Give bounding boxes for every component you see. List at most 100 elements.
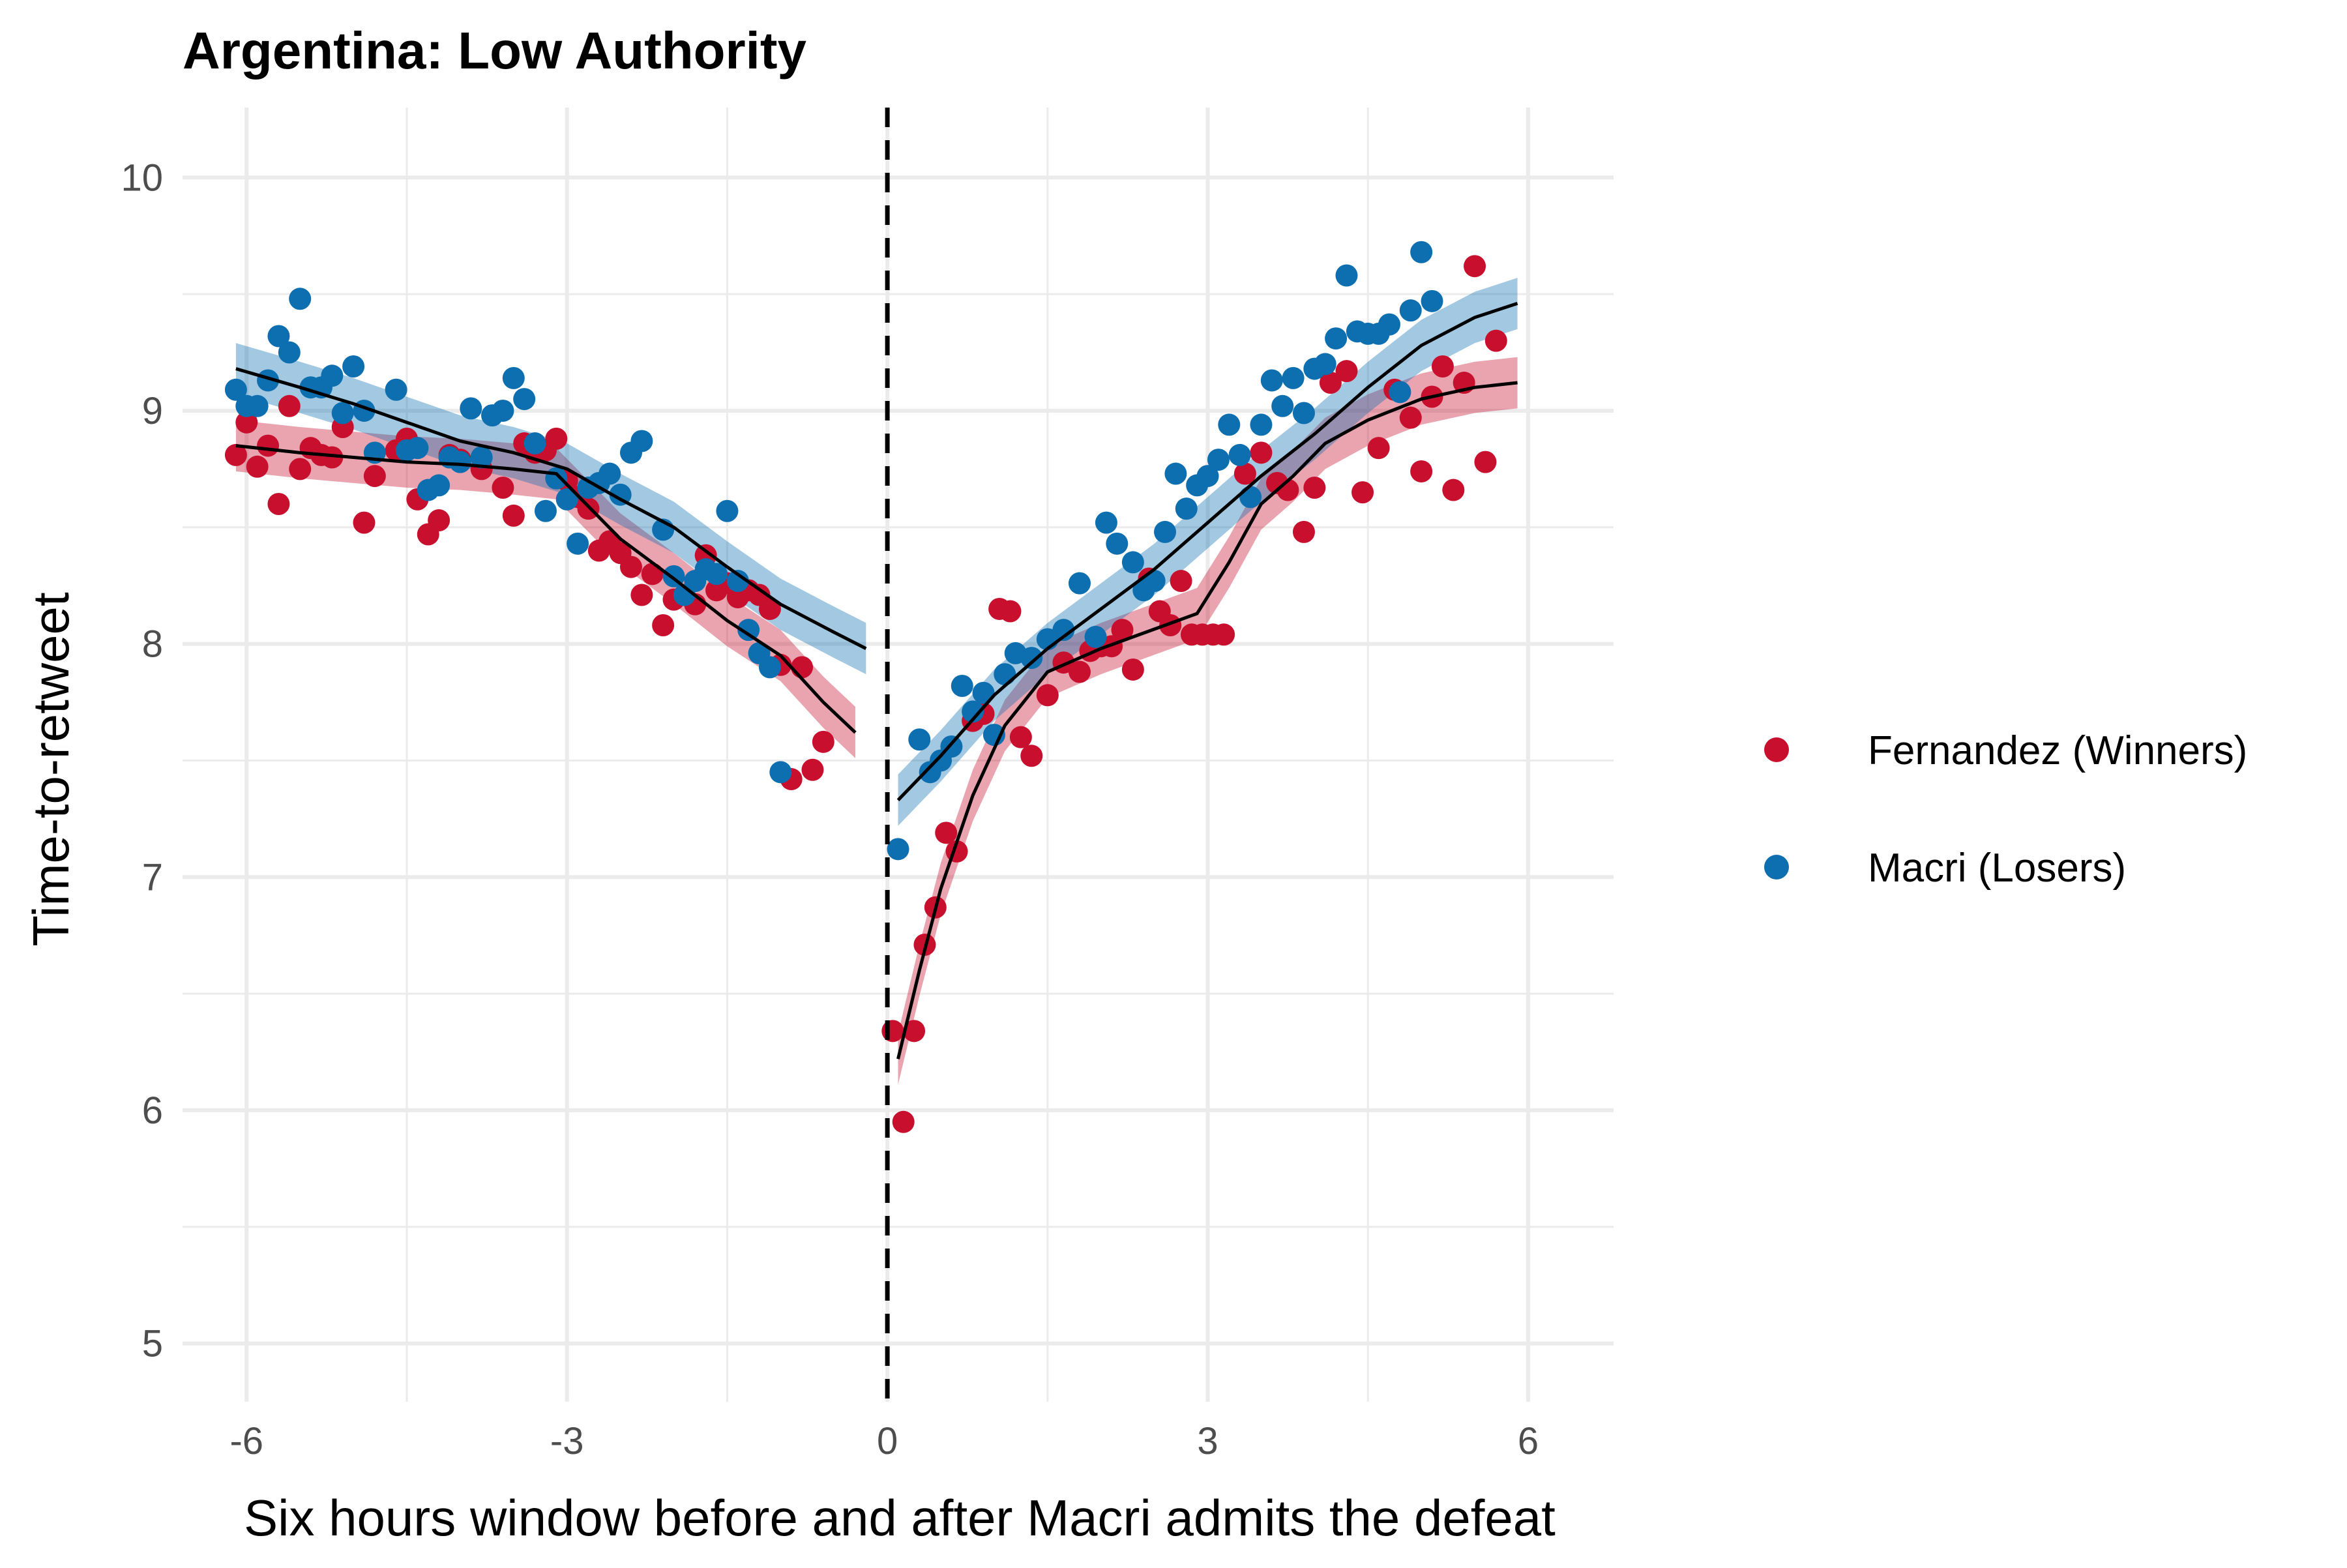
data-point — [1228, 443, 1251, 466]
data-point — [545, 427, 568, 450]
data-point — [619, 555, 642, 578]
data-point — [769, 761, 792, 784]
data-point — [1399, 299, 1422, 322]
data-point — [513, 388, 536, 411]
data-point — [342, 355, 365, 377]
y-axis-ticks: 5 6 7 8 9 10 — [121, 156, 163, 1365]
data-point — [257, 434, 280, 457]
data-point — [1196, 465, 1219, 488]
data-point — [224, 443, 247, 466]
data-point — [428, 474, 450, 497]
data-point — [1282, 366, 1305, 389]
data-point — [881, 1020, 904, 1043]
data-point — [758, 656, 781, 679]
data-point — [1175, 497, 1198, 520]
data-point — [1170, 570, 1192, 593]
data-point — [1421, 289, 1443, 312]
data-point — [321, 364, 344, 387]
x-tick-label: 3 — [1197, 1420, 1218, 1462]
data-point — [758, 597, 781, 620]
data-point — [1378, 313, 1401, 336]
confidence-band — [235, 343, 866, 675]
y-tick-label: 8 — [142, 623, 163, 666]
data-point — [908, 728, 931, 751]
data-point — [1084, 625, 1107, 648]
x-axis-title: Six hours window before and after Macri … — [244, 1489, 1556, 1546]
data-point — [1442, 479, 1465, 501]
data-point — [502, 366, 525, 389]
data-point — [470, 446, 493, 469]
data-point — [1106, 532, 1129, 555]
legend-key — [1764, 737, 1789, 762]
data-point — [1335, 360, 1358, 383]
data-point — [524, 432, 546, 455]
data-point — [1271, 394, 1294, 417]
data-point — [1292, 520, 1315, 543]
data-point — [267, 325, 290, 348]
data-point — [1464, 255, 1486, 278]
data-point — [598, 462, 621, 485]
data-point — [1474, 451, 1497, 473]
data-point — [1068, 660, 1091, 683]
data-point — [1250, 413, 1273, 436]
x-tick-label: -6 — [229, 1420, 263, 1462]
data-point — [887, 838, 909, 861]
data-point — [962, 700, 984, 723]
data-point — [1325, 327, 1348, 350]
data-point — [630, 430, 653, 452]
data-point — [1335, 264, 1358, 287]
legend-label: Macri (Losers) — [1868, 846, 2126, 891]
data-point — [1111, 619, 1134, 642]
data-point — [246, 455, 269, 478]
data-point — [1250, 441, 1273, 464]
smooth-line — [235, 367, 867, 650]
data-point — [903, 1020, 926, 1043]
smooth-lines — [235, 302, 1518, 1059]
data-point — [1207, 449, 1230, 471]
confidence-band — [898, 278, 1518, 826]
data-point — [1095, 511, 1117, 534]
data-point — [460, 397, 482, 420]
data-point — [385, 378, 407, 401]
y-tick-label: 7 — [142, 856, 163, 898]
data-point — [705, 563, 728, 585]
data-point — [972, 681, 995, 704]
data-point — [235, 411, 258, 434]
data-point — [630, 584, 653, 606]
confidence-bands — [235, 278, 1518, 1085]
data-point — [492, 399, 514, 422]
data-point — [641, 563, 664, 585]
data-point — [791, 656, 814, 679]
data-point — [224, 378, 247, 401]
y-tick-label: 10 — [121, 156, 163, 199]
chart-title: Argentina: Low Authority — [183, 22, 806, 80]
data-point — [892, 1110, 915, 1133]
data-point — [801, 758, 824, 781]
data-point — [289, 288, 312, 310]
data-point — [449, 451, 471, 473]
legend-label: Fernandez (Winners) — [1868, 728, 2247, 773]
data-point — [246, 394, 269, 417]
data-point — [545, 467, 568, 490]
data-point — [1068, 572, 1091, 595]
data-point — [567, 532, 589, 555]
data-point — [935, 821, 958, 844]
data-point — [1121, 551, 1144, 574]
data-point — [1367, 437, 1390, 460]
data-point — [609, 483, 632, 506]
data-point — [406, 437, 429, 460]
smooth-line — [896, 381, 1518, 1059]
data-point — [555, 488, 578, 510]
data-point — [652, 614, 675, 636]
data-point — [289, 458, 312, 481]
data-point — [1292, 402, 1315, 424]
data-point — [716, 499, 739, 522]
y-axis-title: Time-to-retweet — [22, 592, 80, 947]
data-point — [1052, 619, 1075, 642]
data-point — [502, 504, 525, 527]
data-point — [994, 663, 1016, 686]
data-point — [278, 341, 301, 364]
data-point — [1431, 355, 1454, 377]
